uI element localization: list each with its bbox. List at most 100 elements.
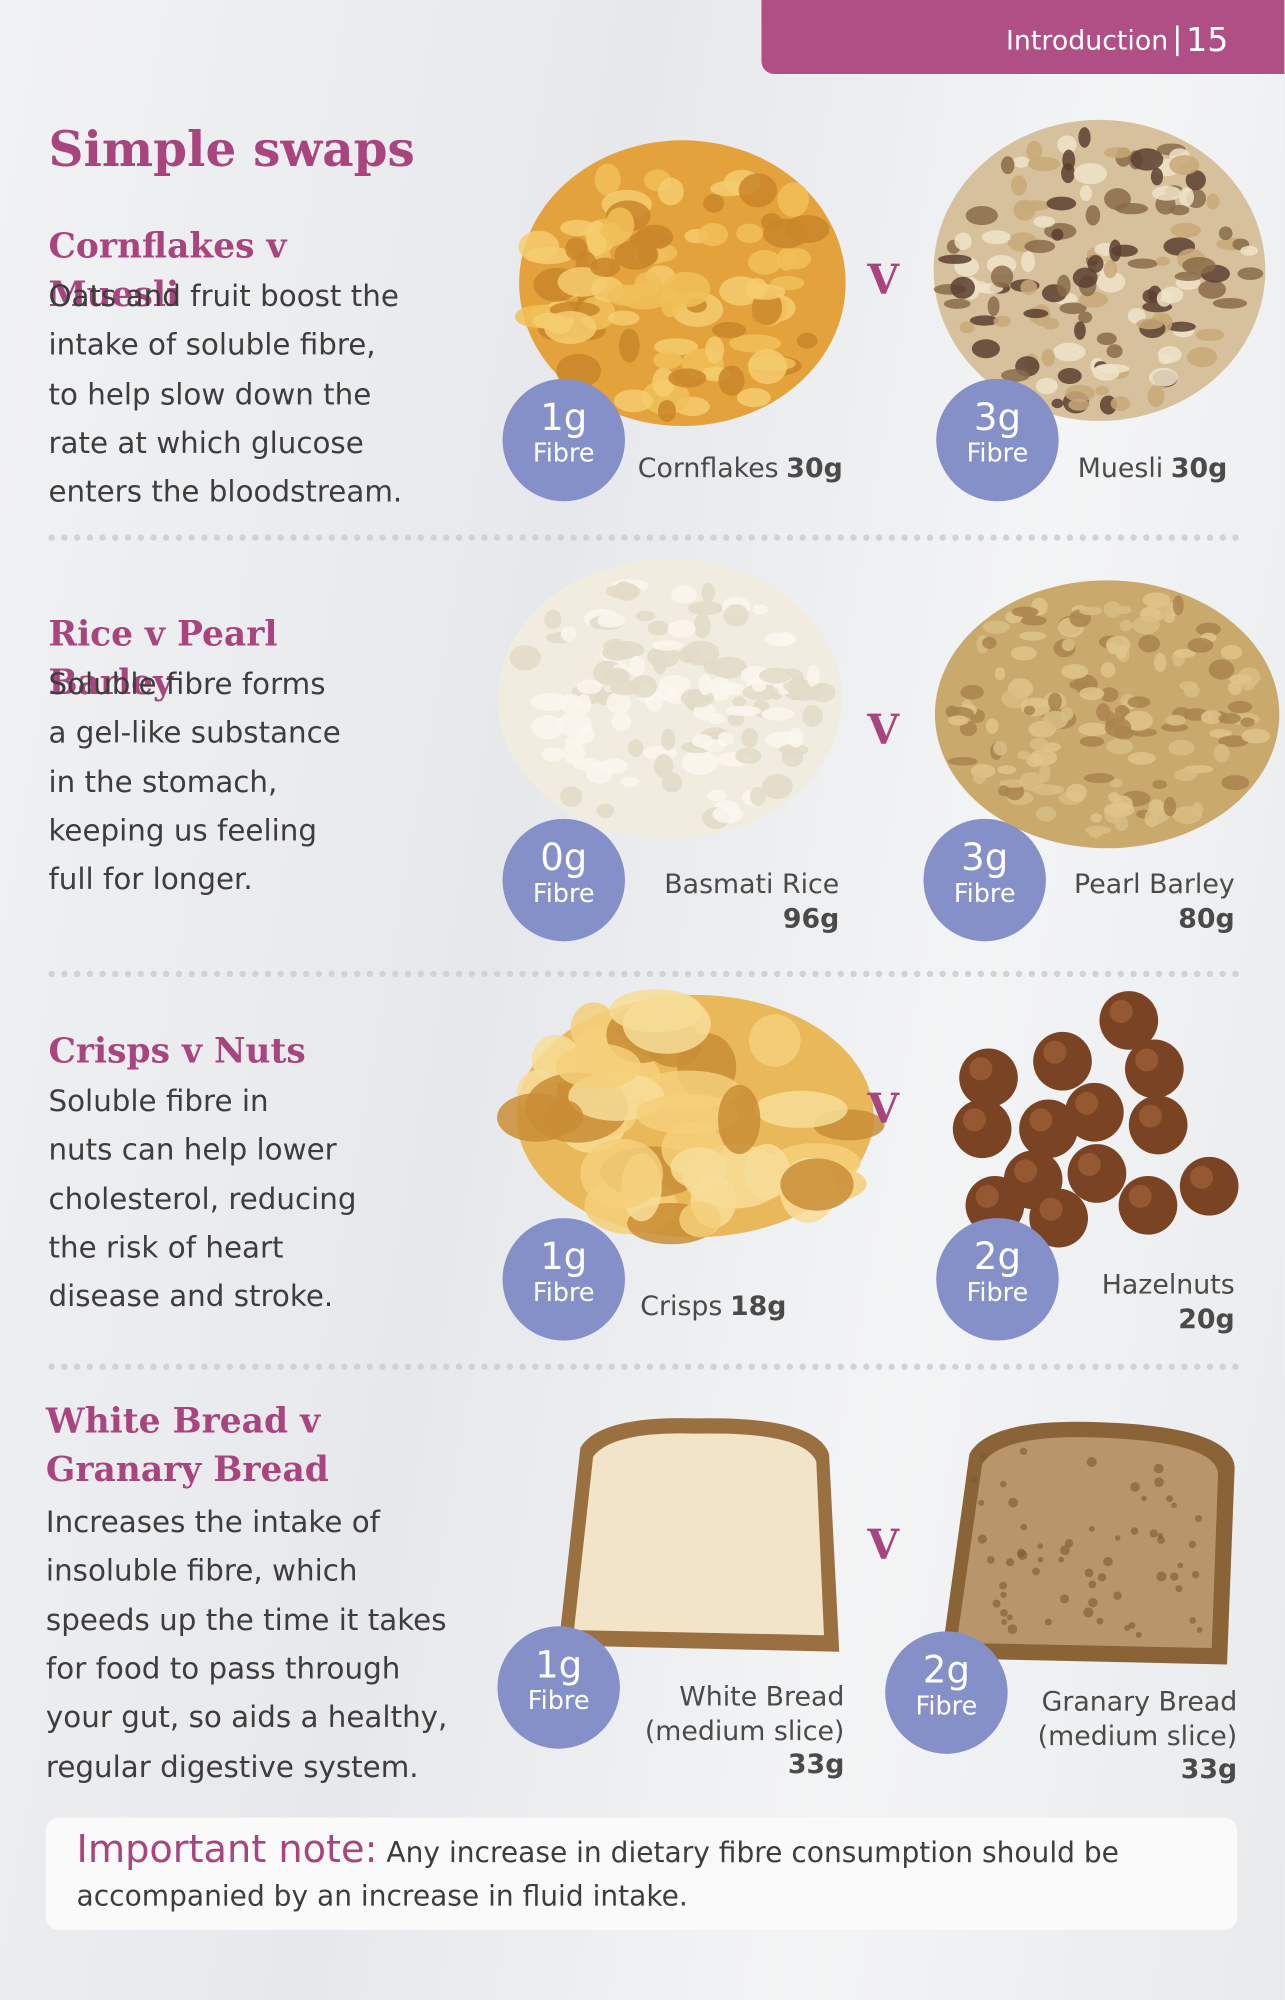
food-shape <box>1000 1609 1008 1617</box>
food-shape <box>744 1143 790 1200</box>
food-shape <box>619 328 640 363</box>
food-shape <box>1169 204 1190 216</box>
fibre-label: Fibre <box>966 437 1029 469</box>
food-shape <box>653 753 674 779</box>
food-shape <box>960 684 984 700</box>
food-shape <box>544 310 597 344</box>
food-shape <box>611 712 632 731</box>
food-shape <box>1114 1535 1121 1541</box>
food-shape <box>802 705 823 728</box>
fibre-badge: 1g Fibre <box>502 378 625 502</box>
description-line: Soluble fibre forms <box>48 668 326 702</box>
food-shape <box>781 247 812 270</box>
food-shape <box>557 711 592 738</box>
food-shape <box>1166 1495 1174 1503</box>
food-shape <box>993 740 1007 756</box>
versus: V <box>867 1084 900 1133</box>
food-shape <box>627 739 644 757</box>
page-title: Simple swaps <box>48 119 415 178</box>
food-shape <box>653 338 699 356</box>
food-shape <box>1065 783 1087 802</box>
description-line: keeping us feeling <box>48 814 317 849</box>
food-shape <box>981 230 1011 245</box>
divider <box>48 534 1240 541</box>
food-shape <box>1096 1617 1104 1625</box>
food-shape <box>652 650 667 675</box>
food-shape <box>1079 606 1102 616</box>
fibre-amount: 2g <box>973 1234 1021 1279</box>
food-shape <box>1103 601 1122 618</box>
food-shape <box>1124 710 1153 731</box>
fibre-amount: 1g <box>540 395 588 439</box>
food-shape <box>1023 705 1036 716</box>
food-shape <box>1152 779 1167 789</box>
food-shape <box>1109 778 1123 788</box>
item-label: White Bread (medium slice) 33g <box>645 1680 845 1781</box>
description-line: enters the bloodstream. <box>48 476 403 510</box>
food-shape <box>1059 1594 1070 1604</box>
food-shape <box>1051 228 1064 241</box>
note-label: Important note: <box>76 1827 378 1873</box>
food-shape <box>1088 1580 1097 1589</box>
food-shape <box>752 680 767 692</box>
description-line: a gel-like substance <box>48 717 341 751</box>
food-shape <box>1189 1617 1197 1624</box>
header-bar <box>761 0 1285 74</box>
food-shape <box>541 747 565 762</box>
description-line: disease and stroke. <box>48 1280 334 1315</box>
item-name: Muesli <box>1077 452 1164 484</box>
food-shape <box>1161 723 1189 732</box>
food-shape <box>1220 645 1243 660</box>
food-shape <box>635 610 656 622</box>
food-shape <box>1105 711 1116 729</box>
food-shape <box>1179 187 1194 207</box>
item-weight: 33g <box>1180 1753 1238 1785</box>
food-shape <box>1020 1523 1028 1531</box>
food-shape <box>1058 1556 1065 1563</box>
food-shape <box>1020 615 1047 626</box>
food-shape <box>1106 344 1123 359</box>
food-shape <box>1012 156 1030 168</box>
item-weight: 80g <box>1178 902 1235 934</box>
food-shape <box>971 339 1000 359</box>
food-shape <box>662 271 711 308</box>
food-shape <box>1241 728 1271 744</box>
food-shape <box>1001 369 1030 382</box>
food-shape <box>1221 775 1250 791</box>
food-shape <box>573 1433 824 1636</box>
food-shape <box>778 743 809 756</box>
food-shape <box>1017 751 1031 760</box>
food-shape <box>1078 311 1093 324</box>
food-shape <box>1044 1618 1052 1626</box>
food-shape <box>965 206 998 226</box>
food-shape <box>954 232 972 251</box>
food-shape <box>1046 196 1077 211</box>
food-shape <box>1039 1197 1063 1221</box>
food-shape <box>1023 308 1049 319</box>
item-detail: (medium slice) <box>1037 1720 1238 1751</box>
food-shape <box>1011 175 1027 196</box>
food-shape <box>1212 297 1248 309</box>
fibre-label: Fibre <box>915 1690 978 1721</box>
food-shape <box>594 163 621 196</box>
food-shape <box>1165 714 1186 726</box>
food-shape <box>1175 1585 1183 1593</box>
food-shape <box>759 667 793 684</box>
food-shape <box>687 601 724 616</box>
food-shape <box>796 332 818 349</box>
fibre-label: Fibre <box>532 437 595 469</box>
food-shape <box>1191 802 1204 817</box>
food-shape <box>1171 1502 1177 1509</box>
food-shape <box>530 692 568 711</box>
food-shape <box>679 1201 722 1238</box>
food-shape <box>1096 271 1126 293</box>
food-shape <box>1112 795 1133 814</box>
food-shape <box>698 673 713 696</box>
food-shape <box>982 620 1010 634</box>
food-shape <box>977 1534 987 1544</box>
food-shape <box>1170 1572 1179 1581</box>
description-line: intake of soluble fibre, <box>48 329 376 363</box>
food-shape <box>1127 696 1151 708</box>
versus: V <box>867 705 900 754</box>
